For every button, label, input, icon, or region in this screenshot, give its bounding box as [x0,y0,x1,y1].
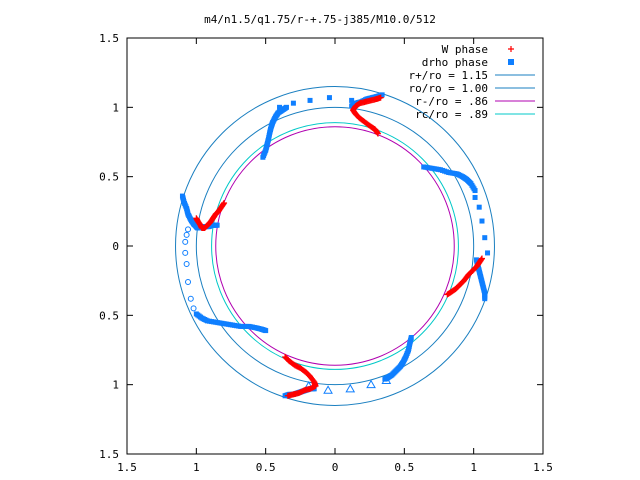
drho-sparse-point-7 [479,218,485,224]
y-tick-label-1: 1 [112,101,119,114]
legend-symbol-0 [508,46,514,52]
drho-circle-point-5 [185,279,192,286]
drho-sparse-point-4 [349,97,355,103]
y-tick-label-0: 1.5 [99,32,119,45]
drho-sparse-point-8 [482,235,488,241]
drho-point-5-28 [482,296,488,302]
w-point-3-55 [221,200,228,207]
drho-sparse-point-3 [326,95,332,101]
drho-circle-point-7 [190,305,197,312]
circle-1 [195,106,475,386]
drho-triangle-point-2 [345,383,356,393]
drho-sparse-point-2 [307,97,313,103]
drho-circle-point-3 [182,249,189,256]
drho-point-2-40 [283,104,289,110]
drho-sparse-point-6 [476,204,482,210]
drho-circle-point-1 [183,231,190,238]
w-point-0-60 [374,130,381,137]
axes: 1.5 1 0.5 0 0.5 1 1.51.510.500.511.5 [99,32,553,474]
drho-sparse-point-5 [472,194,478,200]
x-tick-label-4: 0.5 [394,461,414,474]
x-tick-label-2: 0.5 [256,461,276,474]
legend-label-4: r-/ro = .86 [415,95,488,108]
w-point-1-45 [444,291,451,298]
w-phase-points [193,94,485,399]
y-tick-label-6: 1.5 [99,448,119,461]
drho-point-3-24 [379,92,385,98]
drho-triangle-point-4 [381,375,392,385]
legend-label-2: r+/ro = 1.15 [409,69,488,82]
drho-point-4-32 [472,188,478,194]
y-tick-label-5: 1 [112,379,119,392]
circle-0 [175,86,495,406]
drho-sparse-point-0 [277,104,283,110]
x-tick-label-1: 1 [193,461,200,474]
drho-triangle-point-3 [366,379,376,389]
drho-circle-point-2 [182,238,189,245]
legend-label-3: ro/ro = 1.00 [409,82,488,95]
drho-circle-point-6 [187,295,194,302]
legend-label-5: rc/ro = .89 [415,108,488,121]
y-tick-label-2: 0.5 [99,171,119,184]
drho-point-1-40 [263,328,269,334]
y-tick-label-4: 0.5 [99,309,119,322]
x-tick-label-0: 1.5 [117,461,137,474]
y-tick-label-3: 0 [112,240,119,253]
reference-circles [175,86,495,406]
circle-3 [211,122,459,370]
x-tick-label-3: 0 [332,461,339,474]
drho-circle-point-0 [185,226,192,233]
legend-label-0: W phase [442,43,488,56]
x-tick-label-5: 1 [470,461,477,474]
chart-title: m4/n1.5/q1.75/r-+.75-j385/M10.0/512 [204,13,436,26]
drho-point-0-56 [214,222,220,228]
w-point-2-60 [284,392,291,399]
x-tick-label-6: 1.5 [533,461,553,474]
legend-symbol-1 [508,59,514,65]
circle-2 [215,126,455,366]
drho-circle-point-4 [183,261,190,268]
drho-phase-points [179,92,491,399]
drho-sparse-point-1 [290,100,296,106]
drho-triangle-point-1 [323,385,333,394]
drho-sparse-point-9 [485,250,491,256]
legend-label-1: drho phase [422,56,488,69]
